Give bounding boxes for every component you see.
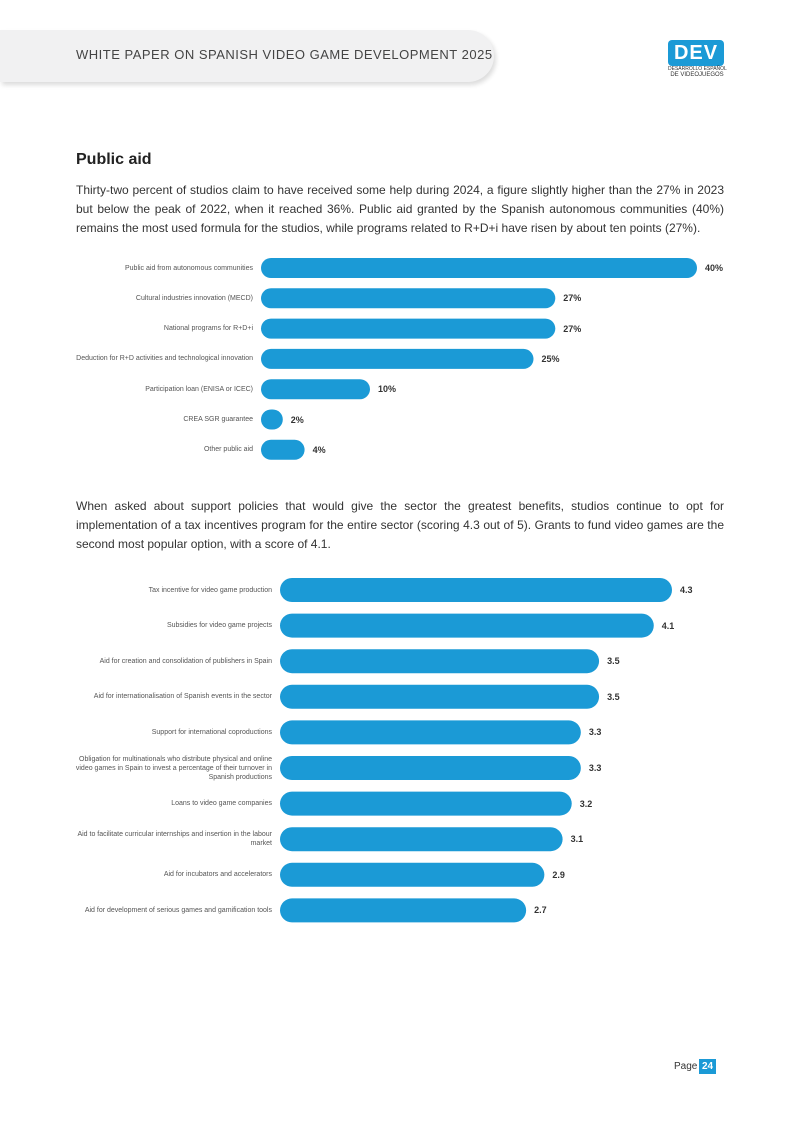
value-label: 3.2	[579, 798, 593, 809]
value-label: 3.5	[607, 691, 620, 702]
bar	[280, 827, 563, 852]
bar	[280, 862, 545, 887]
bar	[280, 578, 672, 602]
category-label: Aid for internationalisation of Spanish …	[93, 693, 272, 701]
category-label: Loans to video game companies	[171, 800, 272, 808]
value-label: 2.7	[534, 905, 547, 916]
category-label: CREA SGR guarantee	[183, 416, 253, 423]
value-label: 40%	[705, 263, 724, 273]
logo-subtitle-line1: DESARROLLO ESPAÑOL	[668, 66, 727, 72]
value-label: 25%	[541, 353, 560, 364]
bar	[261, 318, 556, 339]
category-label: Obligation for multinationals who distri…	[75, 755, 272, 781]
value-label: 27%	[563, 323, 582, 334]
bar	[280, 756, 581, 780]
bar	[261, 258, 697, 278]
value-label: 3.3	[588, 727, 602, 738]
category-label: National programs for R+D+i	[163, 325, 253, 333]
bar	[261, 348, 534, 369]
category-label: Subsidies for video game projects	[166, 622, 272, 630]
value-label: 4.3	[680, 585, 693, 595]
bar	[261, 409, 283, 430]
document-title: WHITE PAPER ON SPANISH VIDEO GAME DEVELO…	[76, 47, 493, 62]
bar	[280, 684, 600, 709]
dev-logo-mark: DEV	[668, 40, 724, 66]
page-label: Page	[674, 1061, 698, 1072]
value-label: 27%	[563, 293, 582, 304]
page-number: 24	[699, 1059, 716, 1074]
bar	[261, 379, 370, 400]
value-label: 2.9	[552, 869, 565, 880]
category-label: Tax incentive for video game production	[148, 586, 272, 594]
category-label: Participation loan (ENISA or ICEC)	[145, 385, 253, 393]
category-label: Aid to facilitate curricular internships…	[77, 831, 272, 848]
bar	[280, 898, 527, 923]
category-label: Aid for development of serious games and…	[84, 906, 272, 914]
category-label: Cultural industries innovation (MECD)	[135, 294, 253, 302]
category-label: Other public aid	[203, 446, 253, 454]
category-label: Aid for incubators and accelerators	[163, 871, 272, 879]
category-label: Public aid from autonomous communities	[124, 264, 253, 272]
value-label: 3.3	[588, 763, 602, 773]
paragraph-support-policies: When asked about support policies that w…	[76, 499, 724, 551]
category-label: Deduction for R+D activities and technol…	[76, 355, 253, 363]
value-label: 3.1	[570, 834, 584, 845]
category-label: Support for international coproductions	[151, 728, 272, 736]
dev-logo: DEV DESARROLLO ESPAÑOL DE VIDEOJUEGOS	[668, 40, 727, 79]
value-label: 10%	[378, 384, 397, 395]
header-bar	[0, 30, 494, 82]
bar	[280, 613, 654, 638]
bar	[280, 791, 572, 816]
bar	[280, 720, 581, 745]
value-label: 4%	[312, 444, 326, 455]
logo-subtitle-line2: DE VIDEOJUEGOS	[670, 72, 724, 78]
value-label: 3.5	[607, 656, 620, 667]
value-label: 2%	[290, 414, 304, 425]
bar	[280, 649, 600, 674]
paragraph-public-aid: Thirty-two percent of studios claim to h…	[76, 183, 724, 235]
category-label: Aid for creation and consolidation of pu…	[99, 657, 272, 665]
section-heading: Public aid	[76, 151, 152, 168]
bar	[261, 288, 556, 309]
bar	[261, 439, 305, 460]
value-label: 4.1	[661, 620, 675, 631]
